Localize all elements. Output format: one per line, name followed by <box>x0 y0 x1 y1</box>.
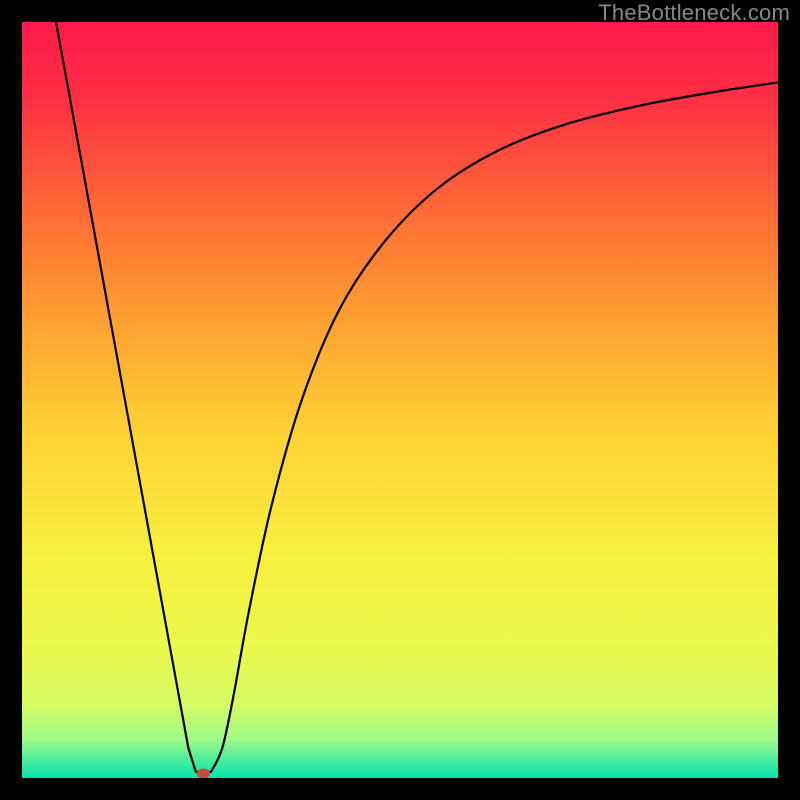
minimum-marker <box>197 768 210 778</box>
plot-area <box>22 22 778 778</box>
gradient-background <box>22 22 778 778</box>
chart-container: TheBottleneck.com <box>0 0 800 800</box>
watermark-text: TheBottleneck.com <box>598 0 790 26</box>
